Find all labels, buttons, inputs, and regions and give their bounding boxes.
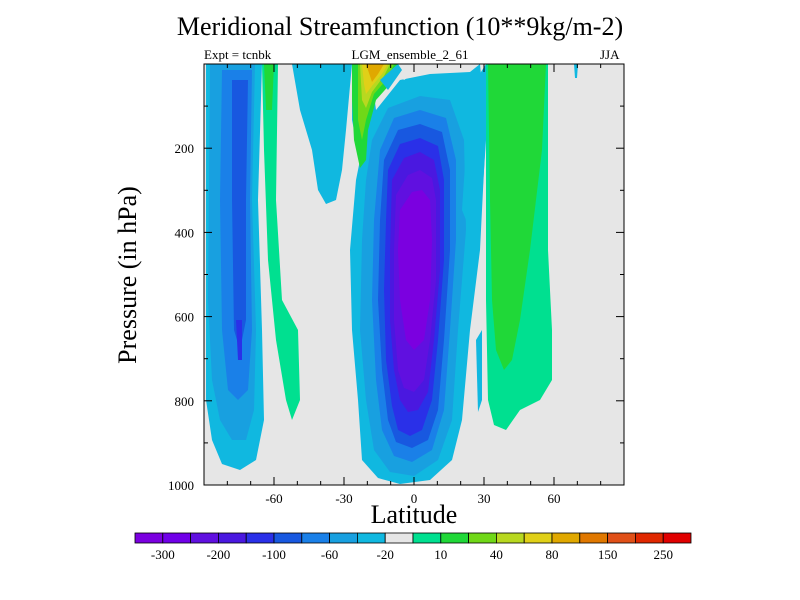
colorbar-swatch [440,532,469,544]
contour-top-cyan-sliver [380,64,402,90]
x-axis-label: Latitude [370,500,458,529]
y-tick-label: 600 [175,310,195,325]
colorbar-label: 80 [546,547,559,562]
colorbar-swatch [468,532,497,544]
colorbar-swatch [412,532,442,544]
colorbar-swatch [523,532,553,544]
contour-top-notch [396,64,416,80]
x-tick-label: -60 [265,491,282,506]
colorbar-label: -300 [151,547,175,562]
colorbar-label: -100 [262,547,286,562]
colorbar-swatch [579,532,608,544]
colorbar-swatch [301,532,330,544]
contour-nh-cyan-tail [476,330,482,412]
contour-sh-green-band [262,64,300,420]
colorbar-swatch [356,532,386,544]
contour-sh-green-dark [264,64,274,110]
colorbar-swatch [635,532,664,544]
y-tick-label: 200 [175,141,195,156]
colorbar-swatch [551,532,581,544]
colorbar-swatch [273,532,303,544]
contour-sh-blue-3 [232,80,248,350]
colorbar-label: -20 [377,547,394,562]
x-axis-ticks: -60 -30 0 30 60 [203,64,625,506]
y-axis-ticks: 200 400 600 800 1000 [168,105,624,493]
contour-upper-cyan-lobe [292,64,352,204]
chart-title: Meridional Streamfunction (10**9kg/m-2) [176,12,624,41]
x-tick-label: 30 [478,491,491,506]
x-tick-label: -30 [335,491,352,506]
y-tick-label: 400 [175,225,195,240]
colorbar-swatch [245,532,275,544]
ensemble-label: LGM_ensemble_2_61 [351,47,469,62]
colorbar-swatch [162,532,192,544]
x-tick-label: 0 [411,491,418,506]
colorbar-label: 250 [653,547,673,562]
colorbar-label: -200 [206,547,230,562]
colorbar: -300 -200 -100 -60 -20 10 40 80 150 250 [134,532,692,562]
y-tick-label: 800 [175,394,195,409]
contour-sh-blue-core [236,320,242,360]
colorbar-swatch [662,532,692,544]
colorbar-swatch [217,532,247,544]
contour-tropical-purple-core [398,190,432,350]
colorbar-label: -60 [321,547,338,562]
contour-upper-orange [366,64,384,82]
season-label: JJA [600,47,620,62]
x-tick-label: 60 [548,491,561,506]
contour-nh-green-inner [488,64,546,370]
colorbar-label: 10 [434,547,447,562]
y-tick-label: 1000 [168,478,194,493]
colorbar-swatch [384,532,414,544]
colorbar-swatch [607,532,636,544]
colorbar-label: 150 [598,547,618,562]
contour-field [206,64,578,484]
colorbar-swatch [190,532,219,544]
colorbar-swatch [329,532,358,544]
contour-nh-cyan-strip [462,64,486,230]
colorbar-label: 40 [490,547,503,562]
colorbar-swatch [134,532,164,544]
experiment-label: Expt = tcnbk [204,47,272,62]
colorbar-swatch [495,532,525,544]
